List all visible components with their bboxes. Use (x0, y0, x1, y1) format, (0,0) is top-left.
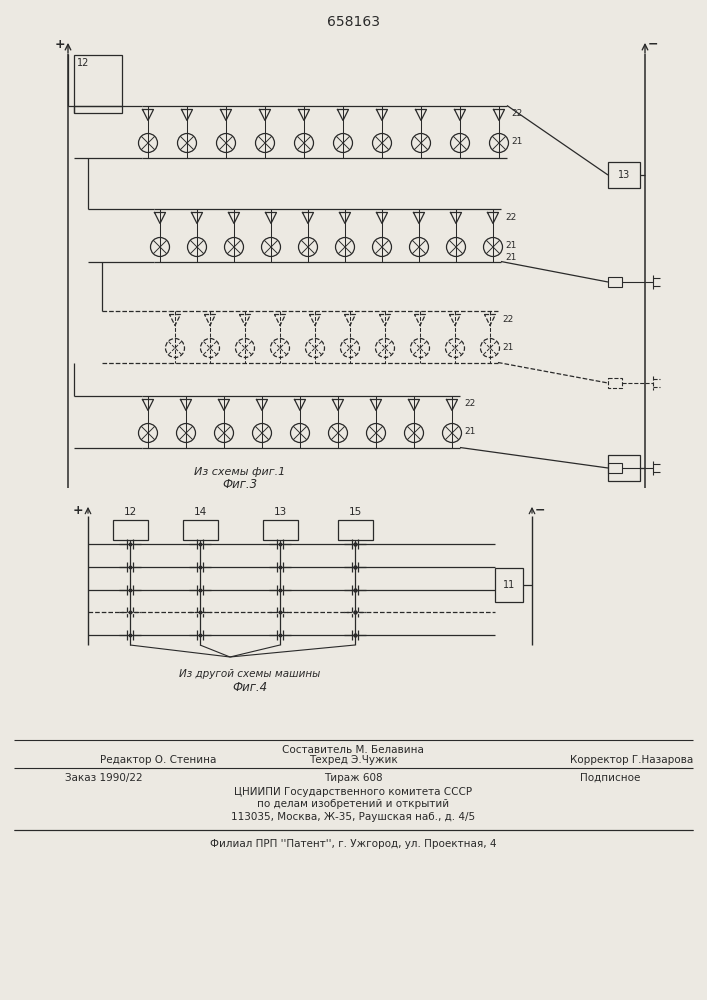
Text: 13: 13 (618, 170, 630, 180)
Bar (74, 55, 122, 113)
Text: Фиг.3: Фиг.3 (223, 478, 257, 490)
Text: 14: 14 (194, 507, 206, 517)
Text: Корректор Г.Назарова: Корректор Г.Назарова (570, 755, 694, 765)
Text: Заказ 1990/22: Заказ 1990/22 (65, 773, 143, 783)
Text: Из схемы фиг.1: Из схемы фиг.1 (194, 467, 286, 477)
Text: +: + (54, 37, 65, 50)
Text: 12: 12 (77, 58, 89, 68)
Bar (183, 520, 218, 540)
Text: Из другой схемы машины: Из другой схемы машины (180, 669, 321, 679)
Text: −: − (534, 504, 545, 516)
Text: 658163: 658163 (327, 15, 380, 29)
Text: Составитель М. Белавина: Составитель М. Белавина (282, 745, 424, 755)
Text: 22: 22 (505, 213, 516, 222)
Text: 22: 22 (464, 399, 475, 408)
Text: 113035, Москва, Ж-35, Раушская наб., д. 4/5: 113035, Москва, Ж-35, Раушская наб., д. … (231, 812, 475, 822)
Text: Редактор О. Стенина: Редактор О. Стенина (100, 755, 216, 765)
Text: 21: 21 (505, 241, 516, 250)
Text: 12: 12 (124, 507, 136, 517)
Bar (608, 162, 640, 188)
Text: 22: 22 (502, 314, 513, 324)
Text: Техред Э.Чужик: Техред Э.Чужик (309, 755, 397, 765)
Bar (338, 520, 373, 540)
Text: 22: 22 (511, 109, 522, 118)
Bar (263, 520, 298, 540)
Text: −: − (648, 37, 658, 50)
Bar (608, 455, 640, 481)
Text: 11: 11 (503, 580, 515, 590)
Bar (608, 378, 622, 388)
Text: Подписное: Подписное (580, 773, 640, 783)
Text: 21: 21 (502, 342, 513, 352)
Text: Филиал ПРП ''Патент'', г. Ужгород, ул. Проектная, 4: Филиал ПРП ''Патент'', г. Ужгород, ул. П… (210, 839, 496, 849)
Text: +: + (73, 504, 83, 516)
Text: по делам изобретений и открытий: по делам изобретений и открытий (257, 799, 449, 809)
Bar (495, 568, 523, 602)
Text: 15: 15 (349, 507, 361, 517)
Bar (608, 277, 622, 287)
Text: ЦНИИПИ Государственного комитета СССР: ЦНИИПИ Государственного комитета СССР (234, 787, 472, 797)
Text: 21: 21 (511, 137, 522, 146)
Bar (113, 520, 148, 540)
Text: Тираж 608: Тираж 608 (324, 773, 382, 783)
Text: 13: 13 (274, 507, 286, 517)
Text: 21: 21 (505, 252, 516, 261)
Text: 21: 21 (464, 428, 475, 436)
Bar (608, 463, 622, 473)
Text: Фиг.4: Фиг.4 (233, 681, 267, 694)
